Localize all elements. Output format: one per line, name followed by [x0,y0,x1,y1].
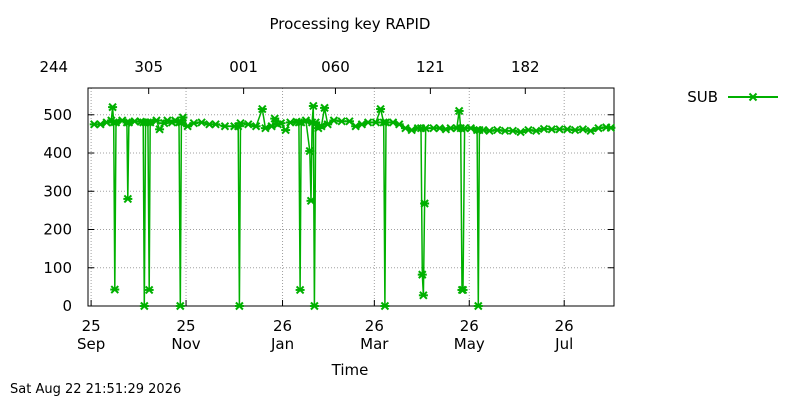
x-tick-label-month: Mar [360,335,389,353]
data-point [175,301,185,311]
data-point [139,301,149,311]
data-point [516,127,526,137]
data-point [236,118,246,128]
data-point [454,106,464,116]
data-point [308,101,318,111]
y-tick-label: 500 [43,106,72,124]
data-point [492,125,502,135]
footer-timestamp: Sat Aug 22 21:51:29 2026 [10,382,182,397]
data-point [123,194,133,204]
data-point [394,120,404,129]
data-point [276,118,286,128]
x-axis-label: Time [331,361,369,379]
x-tick-label-month: Sep [77,335,105,353]
data-point [155,125,165,134]
data-point [220,122,230,131]
data-point [555,125,565,134]
data-point [562,125,572,134]
series-line-sub [94,105,611,307]
y-tick-label: 200 [43,221,72,239]
data-point [578,125,588,134]
x-tick-label-top: 182 [511,58,540,76]
data-point [295,285,305,295]
data-point [197,118,207,127]
x-tick-label-day: 26 [555,317,574,335]
data-point [151,116,161,125]
data-point [523,125,533,135]
plot-frame [87,87,615,307]
data-point [178,113,188,122]
data-point [251,122,261,131]
data-point [306,196,316,206]
chart-title: Processing key RAPID [270,15,431,33]
y-tick-label: 100 [43,259,72,277]
data-point [586,126,596,136]
x-tick-label-top: 305 [134,58,163,76]
x-tick-label-month: Nov [171,335,200,353]
legend-label-sub: SUB [687,88,718,106]
data-point [189,118,199,128]
data-point [337,117,347,126]
series-layer [89,101,616,311]
legend: SUB [687,88,778,106]
data-point [281,125,291,135]
x-tick-label-day: 26 [273,317,292,335]
data-point [458,285,468,295]
y-tick-label: 300 [43,182,72,200]
y-tick-label: 0 [62,297,72,315]
data-point [420,199,430,208]
data-point [593,123,603,133]
data-point [435,123,445,133]
x-tick-label-month: May [454,335,485,353]
data-point [500,126,510,136]
data-point [547,125,557,134]
data-point [539,124,549,134]
data-point [309,301,319,311]
x-tick-label-day: 26 [460,317,479,335]
y-tick-label: 400 [43,144,72,162]
data-point [570,125,580,135]
data-point [234,301,244,311]
axis-labels: 010020030040050025Sep25Nov26Jan26Mar26Ma… [39,58,573,353]
x-tick-label-month: Jan [270,335,294,353]
data-point [329,116,339,125]
data-point [485,126,495,136]
data-point [417,270,427,279]
data-point [421,123,431,133]
data-point [323,120,333,129]
data-point [211,120,221,129]
data-point [270,114,280,123]
x-tick-label-top: 001 [229,58,258,76]
x-tick-label-top: 121 [416,58,445,76]
x-tick-label-day: 26 [365,317,384,335]
data-point [363,118,373,127]
data-point [418,291,428,300]
data-point [305,146,315,156]
x-tick-label-day: 25 [176,317,195,335]
axis-ticks [88,88,614,307]
data-point [473,301,483,311]
legend-marker-sub [748,92,758,102]
x-tick-label-top: 060 [321,58,350,76]
x-tick-label-month: Jul [554,335,573,353]
data-point [257,104,267,114]
data-point [144,285,154,295]
data-point [108,102,118,112]
data-point [371,118,381,127]
data-point [606,123,616,132]
data-point [531,126,541,136]
data-point [376,104,386,114]
data-point [320,103,330,113]
data-point [243,120,253,129]
data-point [380,301,390,311]
x-tick-label-top: 244 [39,58,68,76]
data-point [508,126,518,136]
legend-marker-glyph [748,92,758,102]
x-tick-label-day: 25 [82,317,101,335]
data-point [110,285,120,294]
